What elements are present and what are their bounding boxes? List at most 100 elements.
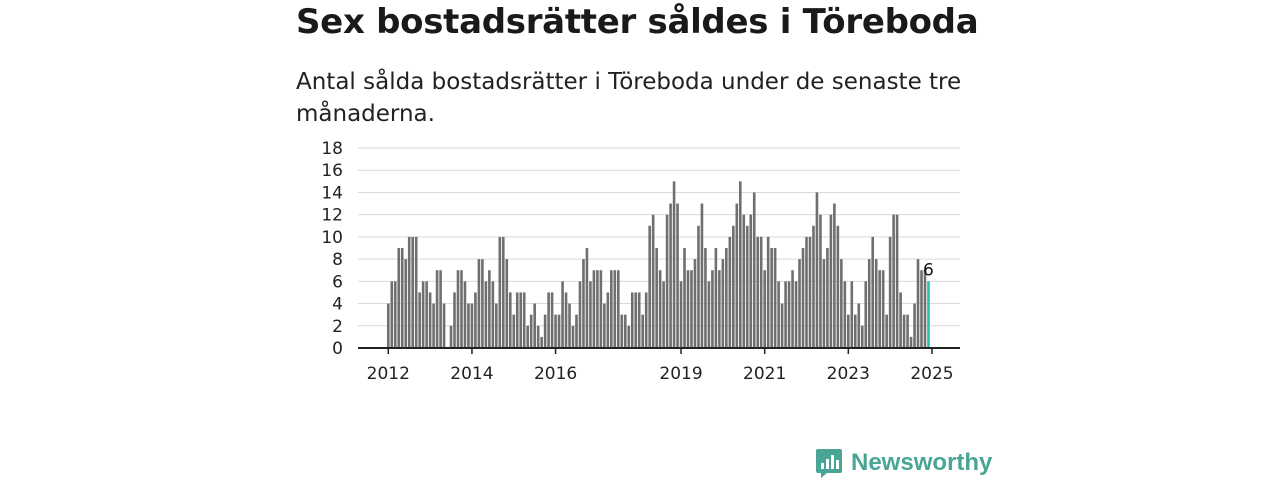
bar [679, 281, 683, 348]
bar [714, 248, 718, 348]
bar [453, 292, 456, 348]
bar-highlight [927, 281, 930, 348]
bar [442, 303, 446, 348]
bar [826, 248, 829, 348]
bar [871, 236, 875, 348]
bar [791, 270, 794, 348]
bar [923, 270, 927, 348]
bar [582, 259, 585, 348]
bar [711, 270, 714, 348]
bar [725, 248, 728, 348]
bar [878, 270, 881, 348]
bar [700, 203, 704, 348]
bar [578, 281, 582, 348]
bar [596, 270, 599, 348]
y-tick-label: 0 [332, 339, 343, 359]
bar [732, 225, 735, 348]
bar [407, 236, 411, 348]
bar [833, 203, 836, 348]
bar [390, 281, 394, 348]
bar [759, 236, 763, 348]
bar [843, 281, 847, 348]
bar [773, 248, 777, 348]
bar [467, 303, 470, 348]
bar [798, 259, 801, 348]
bar [606, 292, 610, 348]
bar [432, 303, 435, 348]
bar [508, 292, 512, 348]
y-tick-label: 14 [321, 183, 343, 203]
bar [735, 203, 739, 348]
bar [805, 236, 808, 348]
bar [909, 336, 913, 348]
bar [728, 236, 732, 348]
y-tick-label: 6 [332, 272, 343, 292]
bar [387, 303, 390, 348]
bar [784, 281, 787, 348]
bar [435, 270, 439, 348]
bar [906, 314, 909, 348]
bar [557, 314, 561, 348]
bar [766, 236, 770, 348]
bar [888, 236, 892, 348]
bar [634, 292, 638, 348]
bar [543, 314, 547, 348]
y-tick-label: 8 [332, 250, 343, 270]
newsworthy-logo-icon [816, 449, 842, 478]
bar [902, 314, 906, 348]
bar [421, 281, 425, 348]
bar [498, 236, 502, 348]
bar [463, 281, 467, 348]
y-tick-label: 4 [332, 295, 343, 315]
y-tick-label: 12 [321, 206, 343, 226]
chart-subtitle: Antal sålda bostadsrätter i Töreboda und… [296, 69, 962, 127]
bar [822, 259, 826, 348]
bar [512, 314, 516, 348]
bar [610, 270, 613, 348]
bar [815, 192, 819, 348]
chart-title: Sex bostadsrätter såldes i Töreboda [296, 2, 979, 42]
bar [589, 281, 592, 348]
y-tick-label: 10 [321, 228, 343, 248]
bar [519, 292, 523, 348]
bar [439, 270, 442, 348]
bar [460, 270, 463, 348]
y-tick-label: 16 [321, 161, 343, 181]
bar [536, 325, 540, 348]
brand-name: Newsworthy [851, 449, 993, 476]
bar [693, 259, 697, 348]
bar [470, 303, 474, 348]
bar [561, 281, 564, 348]
bar [690, 270, 693, 348]
bar [550, 292, 554, 348]
bar [808, 236, 812, 348]
bar [540, 336, 543, 348]
bar [745, 225, 749, 348]
bar [707, 281, 711, 348]
bar [620, 314, 624, 348]
y-tick-label: 2 [332, 317, 343, 337]
bar [683, 248, 686, 348]
bar [603, 303, 606, 348]
bar [665, 214, 669, 348]
bar [575, 314, 578, 348]
bar [484, 281, 488, 348]
bar [630, 292, 634, 348]
bar [742, 214, 746, 348]
bar [787, 281, 791, 348]
bar [853, 314, 857, 348]
bar [916, 259, 920, 348]
bar [770, 248, 773, 348]
bar [477, 259, 481, 348]
bar [721, 259, 725, 348]
bar [812, 225, 815, 348]
bar [662, 281, 665, 348]
bar [547, 292, 550, 348]
bar [738, 181, 742, 348]
bar [522, 292, 526, 348]
bar [617, 270, 620, 348]
bar [920, 270, 923, 348]
bar [411, 236, 414, 348]
newsworthy-brand[interactable]: Newsworthy [815, 446, 992, 480]
